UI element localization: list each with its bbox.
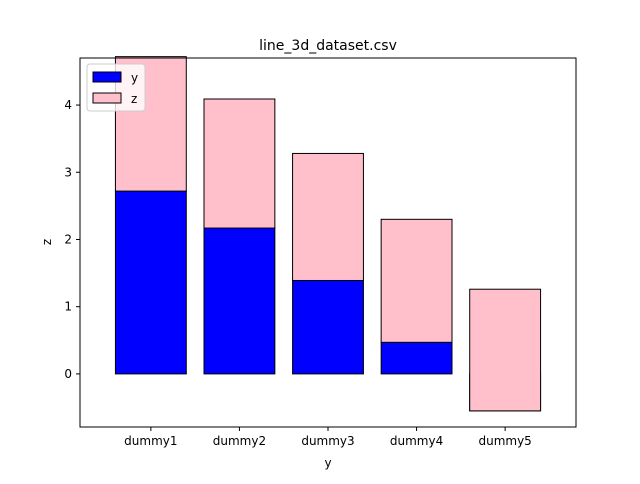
y-axis-label: z xyxy=(40,239,54,245)
legend-swatch-z xyxy=(92,92,122,104)
legend-swatch-y xyxy=(92,71,122,83)
y-tick-label: 4 xyxy=(64,98,72,112)
x-tick-label: dummy3 xyxy=(301,434,354,448)
bars-layer xyxy=(114,56,542,412)
bar-z-dummy5 xyxy=(469,288,542,412)
legend-label-y: y xyxy=(131,71,138,85)
bar-z-dummy2 xyxy=(203,98,276,229)
x-tick-label: dummy5 xyxy=(478,434,531,448)
legend-label-z: z xyxy=(131,92,137,106)
x-tick-label: dummy1 xyxy=(124,434,177,448)
chart-title: line_3d_dataset.csv xyxy=(259,38,397,54)
legend: yz xyxy=(86,63,146,112)
bar-y-dummy1 xyxy=(114,190,187,375)
y-tick-label: 2 xyxy=(64,232,72,246)
x-axis-label: y xyxy=(324,456,331,470)
y-tick-label: 3 xyxy=(64,165,72,179)
x-tick-label: dummy4 xyxy=(390,434,443,448)
y-tick-label: 1 xyxy=(64,300,72,314)
bar-z-dummy3 xyxy=(292,152,364,281)
bar-z-dummy4 xyxy=(380,218,453,343)
bar-y-dummy4 xyxy=(380,341,453,375)
y-tick-label: 0 xyxy=(64,367,72,381)
x-tick-label: dummy2 xyxy=(213,434,266,448)
axes-layer: dummy1 dummy2 dummy3 dummy4 dummy5 0 1 2 3 4 xyxy=(64,57,577,448)
bar-y-dummy3 xyxy=(292,279,364,375)
bar-y-dummy2 xyxy=(203,227,276,375)
